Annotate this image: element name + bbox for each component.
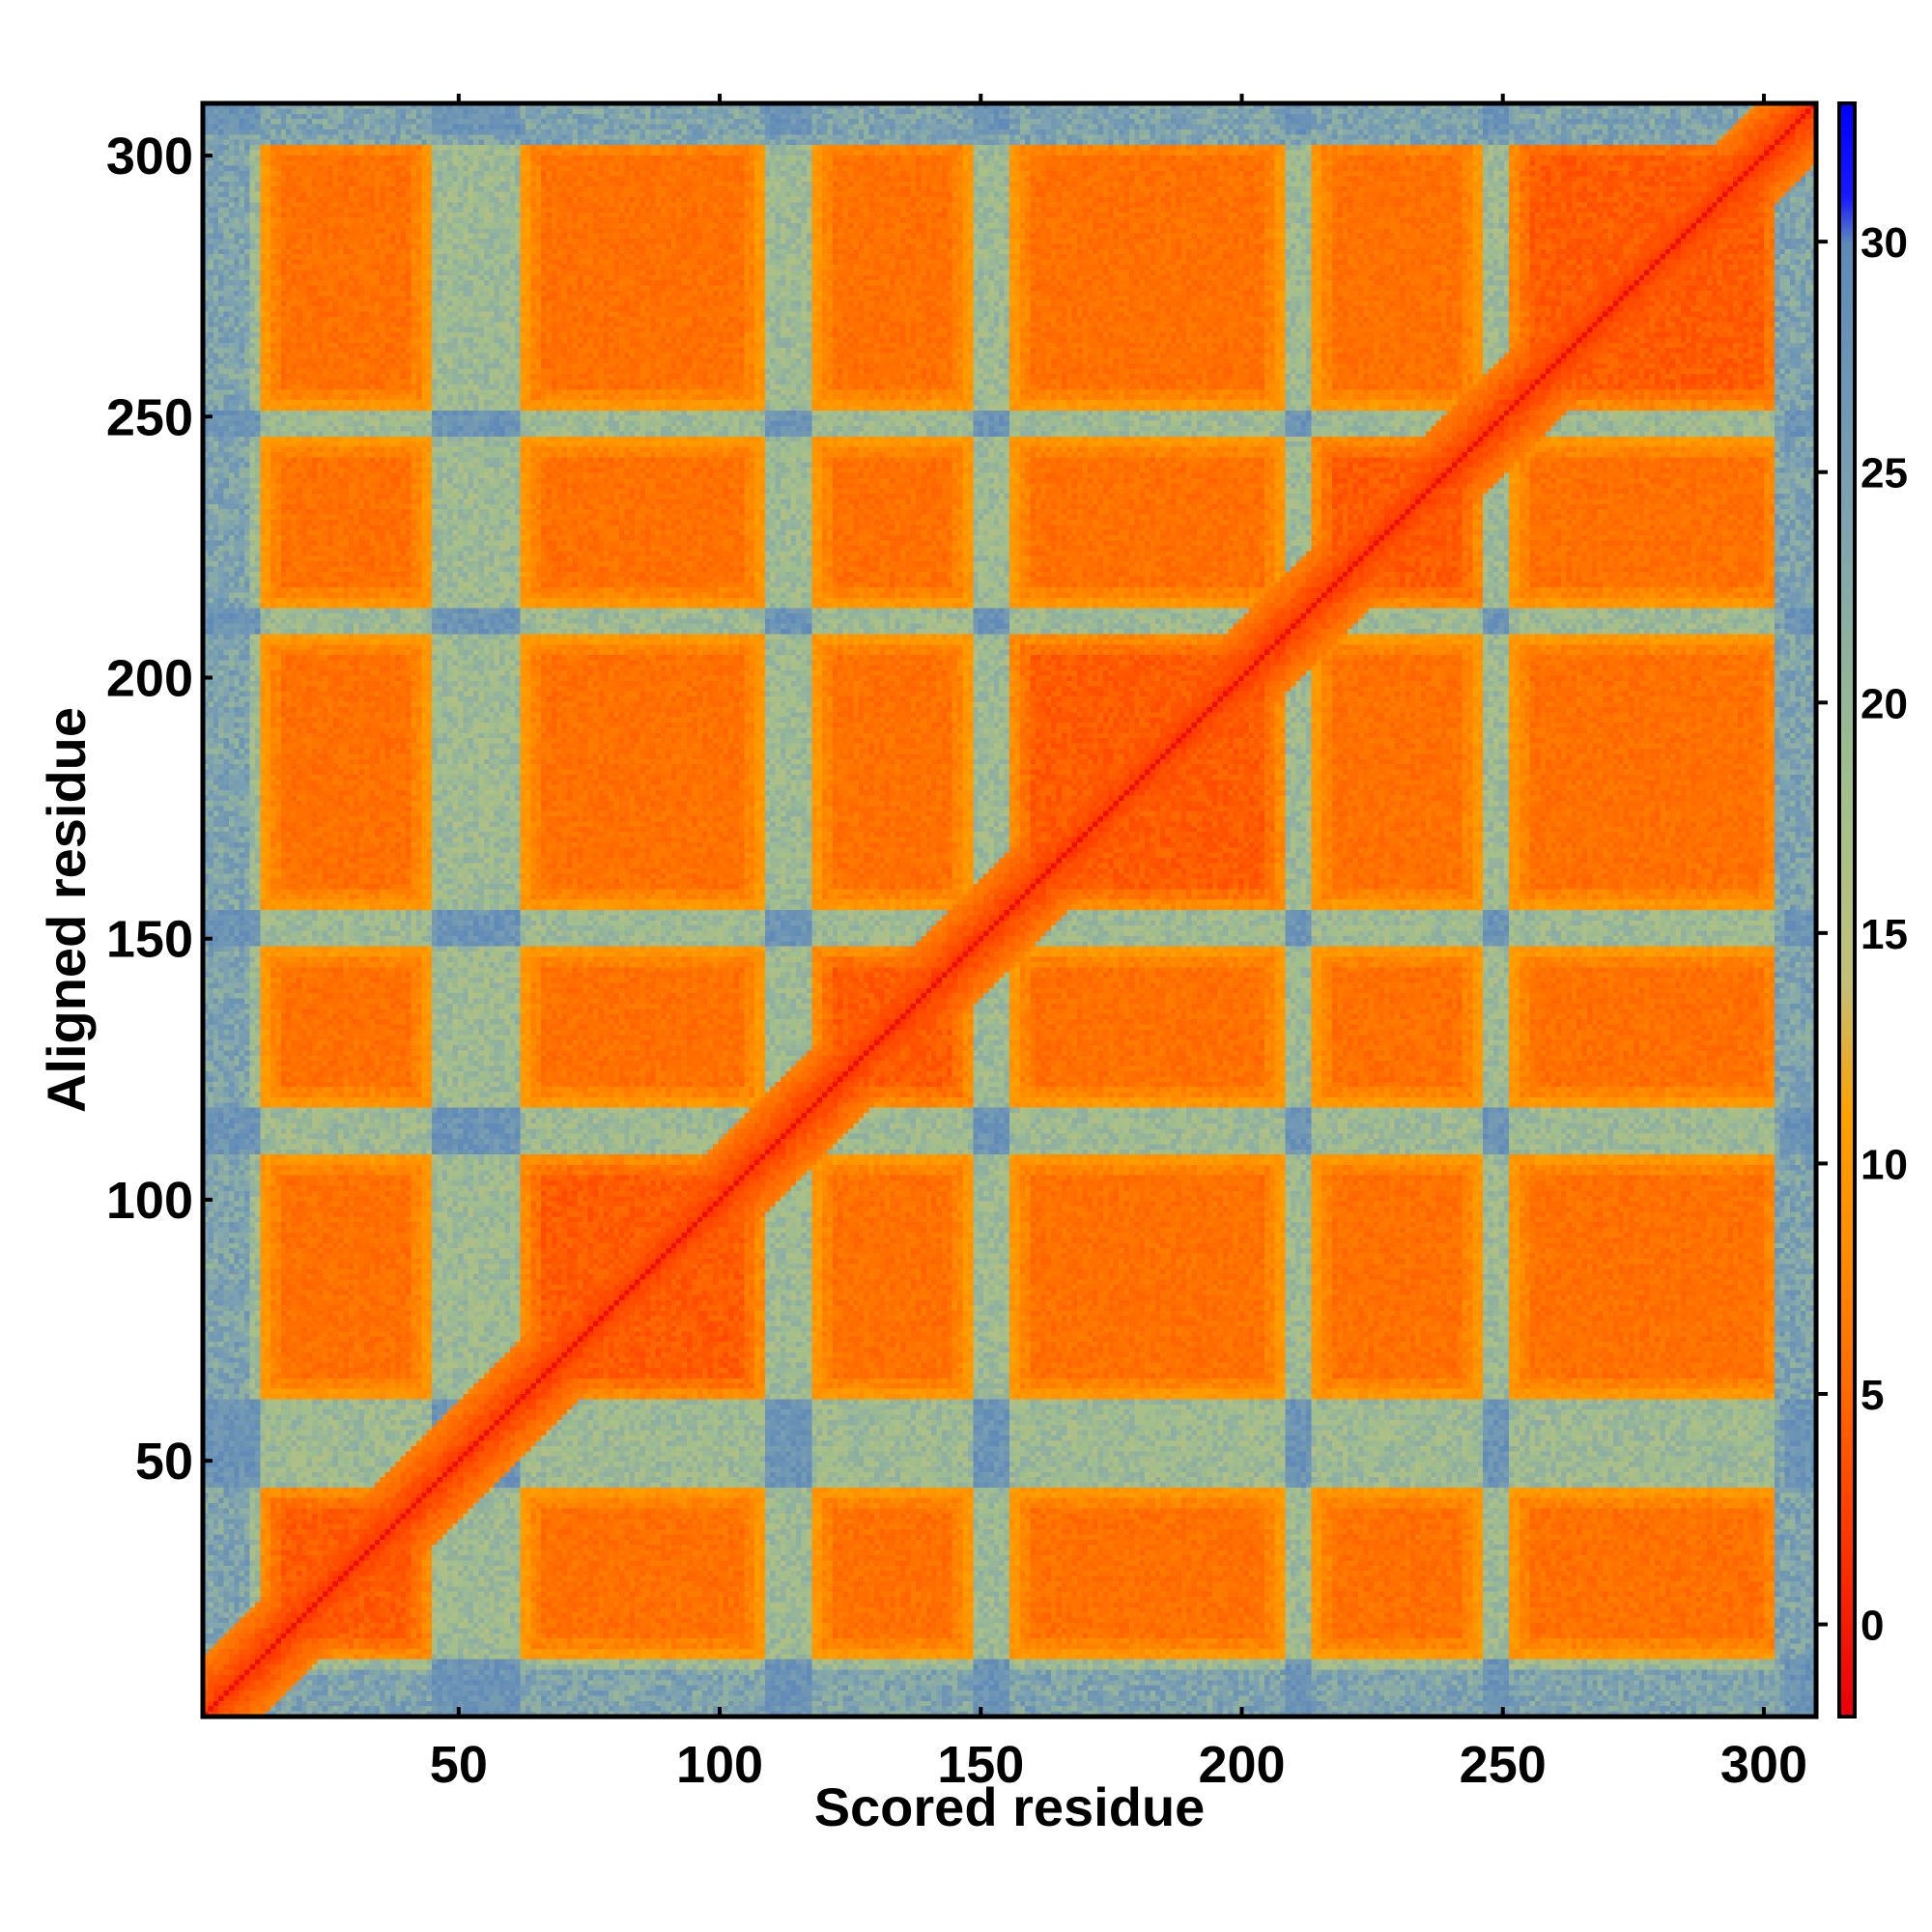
y-tick-label: 300: [106, 128, 193, 185]
colorbar-tick-label: 5: [1861, 1372, 1884, 1419]
x-tick-label: 100: [676, 1736, 763, 1794]
x-tick-label: 250: [1460, 1736, 1547, 1794]
colorbar-tick-label: 25: [1861, 450, 1908, 497]
x-tick-label: 200: [1198, 1736, 1285, 1794]
y-axis-title: Aligned residue: [36, 707, 97, 1113]
x-axis-ticks: 50 100 150 200 250 300: [430, 94, 1807, 1794]
colorbar-tick-label: 15: [1861, 911, 1908, 958]
heatmap-plot-area: [203, 103, 1816, 1717]
colorbar-frame: [1837, 101, 1857, 1719]
y-tick-label: 150: [106, 911, 193, 969]
y-axis-ticks: 50 100 150 200 250 300: [106, 128, 213, 1491]
colorbar-tick-label: 30: [1861, 219, 1908, 267]
x-tick-label: 50: [430, 1736, 488, 1794]
y-tick-label: 250: [106, 388, 193, 446]
y-tick-label: 200: [106, 649, 193, 707]
colorbar-tick-label: 20: [1861, 680, 1908, 727]
y-tick-label: 100: [106, 1172, 193, 1230]
x-axis-title: Scored residue: [814, 1776, 1206, 1837]
y-tick-label: 50: [135, 1433, 193, 1491]
x-tick-label: 150: [937, 1736, 1024, 1794]
x-tick-label: 300: [1720, 1736, 1807, 1794]
colorbar-tick-label: 10: [1861, 1141, 1908, 1188]
colorbar-tick-label: 0: [1861, 1603, 1884, 1650]
colorbar-ticks: 0 5 10 15 20 25 30: [1818, 219, 1908, 1650]
colorbar: [1839, 103, 1855, 1717]
plot-frame: [200, 100, 1819, 1719]
